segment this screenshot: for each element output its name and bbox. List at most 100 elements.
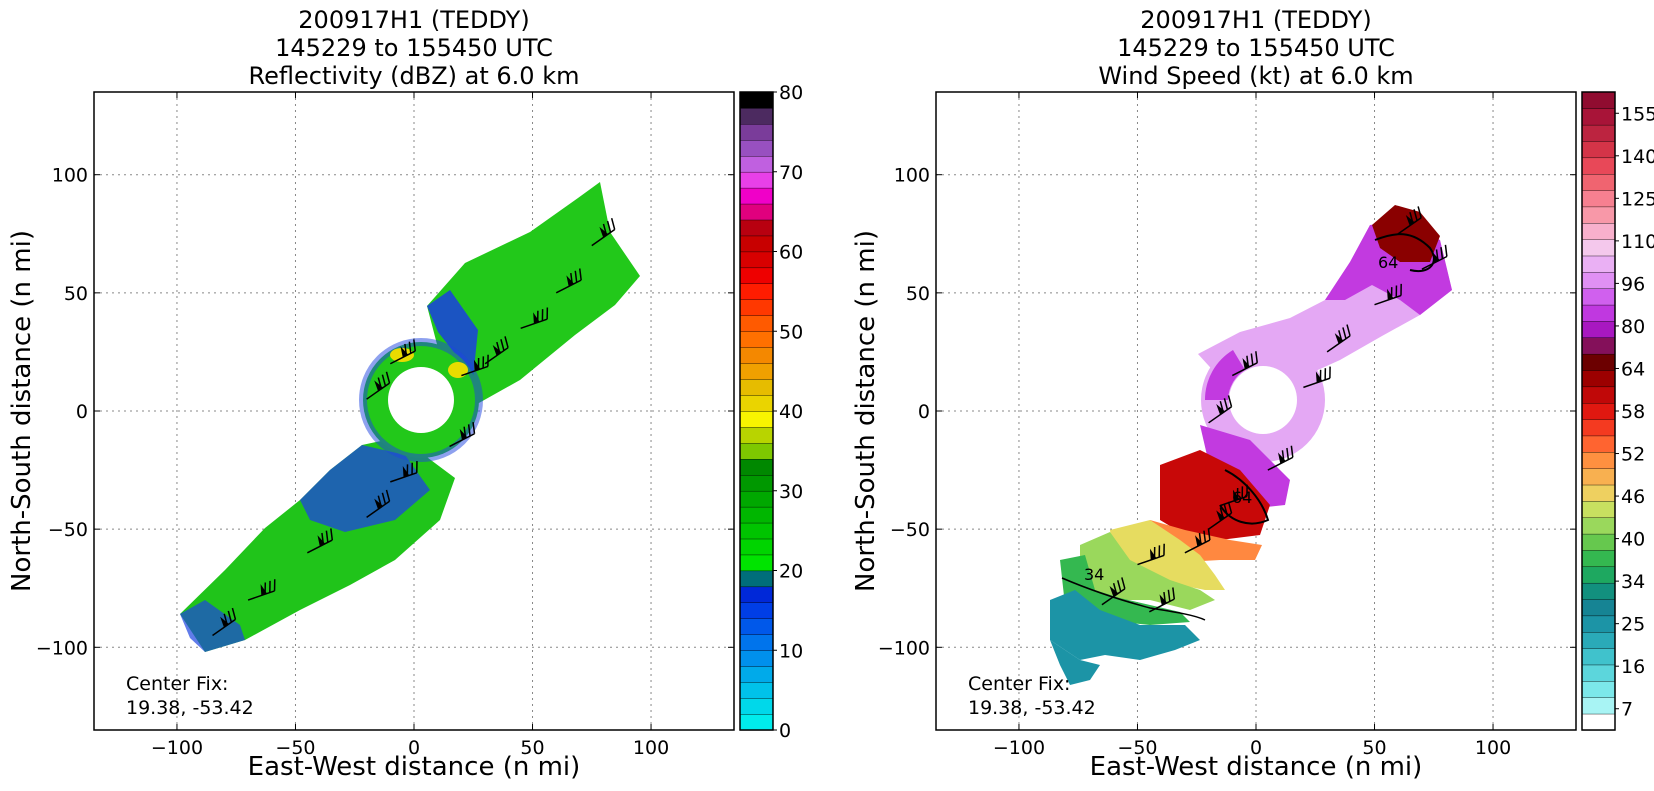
x-tick-label: −100 <box>151 737 203 759</box>
colorbar-swatch <box>1581 353 1616 371</box>
colorbar-swatch <box>1581 108 1616 126</box>
colorbar-tick-label: 34 <box>1621 571 1645 593</box>
colorbar-swatch <box>739 91 774 109</box>
y-tick-label: −50 <box>48 519 88 541</box>
colorbar-swatch <box>739 474 774 492</box>
colorbar-tick-label: 110 <box>1621 231 1654 253</box>
y-axis-label: North-South distance (n mi) <box>851 230 881 592</box>
wind-barb <box>484 336 509 365</box>
wind-barb-pennant <box>533 312 540 324</box>
colorbar-swatch <box>1581 173 1616 191</box>
wind-barb-feather <box>1227 501 1233 514</box>
chart-title-line-1: 200917H1 (TEDDY) <box>1140 6 1371 34</box>
colorbar-swatch <box>1581 206 1616 224</box>
colorbar-swatch <box>1581 648 1616 666</box>
wind-barb-pennant <box>1216 404 1225 415</box>
colorbar-swatch <box>739 107 774 125</box>
contour-label-64-northeast: 64 <box>1378 253 1398 272</box>
colorbar-swatch <box>739 235 774 253</box>
colorbar-tick-label: 58 <box>1621 401 1645 423</box>
wind-barb-feather <box>610 218 616 230</box>
x-axis-label: East-West distance (n mi) <box>248 752 581 782</box>
y-tick-label: 100 <box>52 165 88 187</box>
wind-barb-feather <box>482 356 485 369</box>
y-tick-label: −100 <box>36 637 88 659</box>
wind-barb-pennant <box>374 498 383 510</box>
colorbar-tick-label: 50 <box>779 321 803 343</box>
colorbar-swatch <box>739 442 774 460</box>
colorbar-tick-label: 0 <box>779 720 791 742</box>
wind-barb-feather <box>1207 528 1211 541</box>
echo-band-northeast <box>427 182 640 408</box>
reflectivity-panel: 200917H1 (TEDDY) 145229 to 155450 UTC Re… <box>7 6 803 782</box>
colorbar-tick-label: 52 <box>1621 444 1645 466</box>
wind-barb-feather <box>1203 530 1207 543</box>
wind-barb-pennant <box>1334 333 1344 344</box>
wind-barb-feather <box>411 462 413 475</box>
colorbar-tick-label: 16 <box>1621 656 1645 678</box>
wind-barb-feather <box>1346 324 1351 337</box>
wind-max-northeast <box>1372 205 1440 262</box>
wind-barb-pennant <box>1159 594 1168 606</box>
colorbar-tick-label: 20 <box>779 561 803 583</box>
wind-barb-feather <box>1158 545 1161 558</box>
colorbar-tick-label: 10 <box>779 640 803 662</box>
wind-barb-feather <box>273 579 276 591</box>
colorbar-swatch <box>1581 304 1616 322</box>
colorbar-swatch <box>1581 288 1616 306</box>
wind-barb-pennant <box>402 465 410 478</box>
wind-barb-pennant <box>374 380 383 392</box>
colorbar-swatch <box>739 538 774 556</box>
wind-barb-feather <box>381 374 387 387</box>
colorbar-swatch <box>1581 566 1616 584</box>
contour-64-northeast <box>1374 233 1435 273</box>
wind-barb <box>306 528 334 554</box>
colorbar-swatch <box>739 522 774 540</box>
wind-barb <box>1421 244 1448 270</box>
colorbar-swatch <box>1581 239 1616 257</box>
y-tick-label: 0 <box>918 401 930 423</box>
wind-barb-feather <box>1121 577 1126 589</box>
wind-barb-feather <box>1400 283 1402 296</box>
colorbar-swatch <box>739 203 774 221</box>
colorbar-swatch <box>739 681 774 699</box>
chart-title-line-1: 200917H1 (TEDDY) <box>298 6 529 34</box>
colorbar-swatch <box>739 650 774 667</box>
colorbar-swatch <box>739 410 774 428</box>
colorbar-swatch <box>1581 598 1616 617</box>
wind-barb <box>449 422 476 448</box>
wind-barb <box>1101 577 1126 606</box>
wind-barb-feather <box>487 354 489 367</box>
colorbar-tick-label: 96 <box>1621 273 1645 295</box>
colorbar-swatch <box>739 634 774 651</box>
colorbar-swatch <box>1581 337 1616 355</box>
colorbar-tick-label: 30 <box>779 481 803 503</box>
eyewall-ring-blue <box>359 338 483 462</box>
wind-barb-feather <box>413 339 416 352</box>
colorbar: 0 10 20 30 40 50 60 70 80 <box>739 82 803 742</box>
wind-barb <box>1397 206 1422 235</box>
colorbar-swatch <box>739 506 774 524</box>
wind-barb-feather <box>1417 206 1422 218</box>
colorbar-swatch <box>1581 189 1616 208</box>
wind-barb-pennant <box>1195 535 1203 547</box>
x-tick-label: 50 <box>1362 737 1386 759</box>
wind-barb <box>555 268 582 294</box>
colorbar-tick-label: 7 <box>1621 699 1633 721</box>
colorbar-swatch <box>739 602 774 619</box>
wind-barb-feather <box>541 309 544 321</box>
colorbar-tick-label: 80 <box>1621 316 1645 338</box>
wind-band-southwest-teal <box>1050 590 1200 660</box>
wind-barb-feather <box>472 422 476 434</box>
wind-barb-feather <box>1286 447 1290 460</box>
wind-barb-pennant <box>1432 251 1440 263</box>
eyewall-ring-purple <box>1204 350 1245 400</box>
colorbar-swatch <box>739 697 774 715</box>
wind-barb <box>591 218 616 247</box>
wind-barb-pennant <box>220 616 229 628</box>
colorbar-swatch <box>739 713 774 731</box>
colorbar-tick-label: 70 <box>779 162 803 184</box>
colorbar-swatch <box>739 315 774 332</box>
wind-barb-feather <box>500 339 505 351</box>
